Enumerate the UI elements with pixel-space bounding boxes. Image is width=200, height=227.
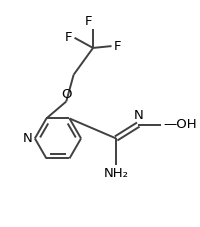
- Text: F: F: [65, 31, 72, 44]
- Text: F: F: [84, 15, 92, 28]
- Text: NH₂: NH₂: [103, 168, 128, 180]
- Text: N: N: [133, 109, 142, 122]
- Text: —OH: —OH: [162, 118, 196, 131]
- Text: F: F: [113, 39, 120, 53]
- Text: N: N: [23, 132, 32, 145]
- Text: O: O: [61, 88, 71, 101]
